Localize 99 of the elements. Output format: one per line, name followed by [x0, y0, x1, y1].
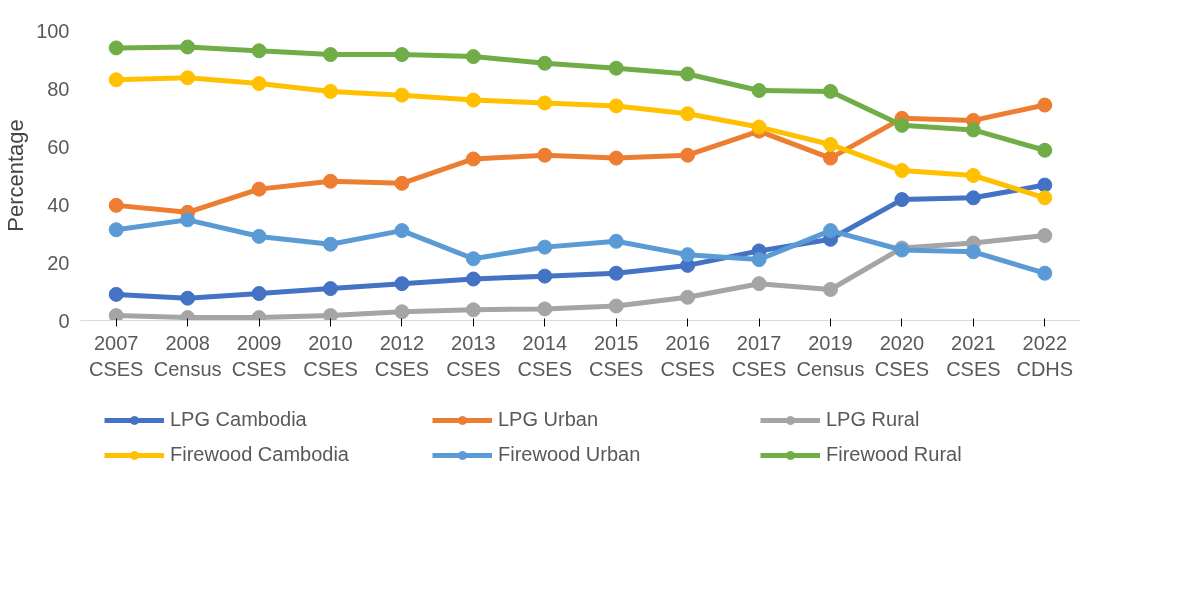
point — [608, 298, 624, 314]
point — [108, 286, 124, 302]
point — [608, 98, 624, 114]
point — [108, 222, 124, 238]
point — [1037, 228, 1053, 244]
y-axis-title: Percentage — [3, 119, 29, 232]
point — [251, 286, 267, 302]
point — [108, 308, 124, 321]
point — [465, 49, 481, 65]
x-tick-label: 2013 CSES — [446, 331, 501, 380]
x-tick-label: 2019 Census — [796, 331, 865, 380]
x-tick-label: 2007 CSES — [88, 331, 144, 380]
y-tick-label: 60 — [47, 135, 70, 158]
point — [680, 106, 696, 122]
x-tick-label: 2020 CSES — [874, 331, 930, 380]
legend-label: LPG Urban — [498, 408, 600, 431]
x-tick-label: 2010 CSES — [303, 331, 358, 380]
x-tick-label: 2009 CSES — [231, 331, 287, 380]
point — [1037, 97, 1053, 113]
point — [823, 281, 838, 297]
point — [323, 281, 338, 297]
x-tick-label: 2016 CSES — [660, 331, 715, 380]
x-tick-label: 2012 CSES — [374, 331, 430, 380]
point — [108, 72, 124, 88]
legend-label: LPG Cambodia — [170, 408, 308, 431]
point — [537, 147, 553, 163]
point — [323, 236, 338, 252]
point — [180, 70, 196, 86]
point — [1037, 177, 1053, 193]
point — [465, 251, 481, 267]
x-tick-label: 2022 CDHS — [1016, 331, 1074, 380]
point — [323, 173, 338, 189]
point — [965, 190, 981, 206]
point — [180, 39, 196, 55]
x-tick-label: 2014 CSES — [517, 331, 573, 380]
point — [251, 181, 267, 197]
y-tick-label: 20 — [47, 251, 70, 274]
point — [608, 233, 624, 249]
point — [394, 87, 410, 103]
y-tick-label: 0 — [58, 309, 70, 332]
point — [394, 47, 410, 63]
point — [823, 223, 838, 239]
legend-label: Firewood Urban — [498, 443, 642, 466]
point — [751, 119, 767, 135]
point — [251, 43, 267, 59]
point — [537, 239, 553, 255]
point — [108, 197, 124, 213]
point — [965, 244, 981, 260]
legend-label: Firewood Rural — [826, 443, 963, 466]
point — [465, 302, 481, 318]
x-tick-label: 2008 Census — [153, 331, 222, 380]
point — [751, 83, 767, 99]
point — [680, 289, 696, 305]
point — [965, 168, 981, 183]
point — [251, 228, 267, 244]
legend-label: Firewood Cambodia — [170, 443, 350, 466]
point — [894, 192, 910, 208]
legend-label: LPG Rural — [826, 408, 921, 431]
point — [394, 223, 410, 239]
point — [1037, 190, 1053, 206]
point — [608, 150, 624, 166]
point — [394, 276, 410, 292]
point — [823, 83, 838, 99]
point — [537, 268, 553, 284]
point — [1037, 265, 1053, 281]
point — [394, 175, 410, 191]
point — [180, 212, 196, 228]
point — [751, 252, 767, 268]
point — [894, 117, 910, 133]
point — [680, 147, 696, 163]
point — [537, 55, 553, 71]
point — [894, 163, 910, 179]
point — [251, 76, 267, 92]
x-tick-label: 2017 CSES — [731, 331, 787, 380]
point — [680, 247, 696, 263]
point — [1037, 142, 1053, 158]
point — [108, 40, 124, 56]
point — [680, 66, 696, 82]
point — [537, 301, 553, 317]
point — [465, 151, 481, 167]
point — [751, 276, 767, 292]
point — [180, 290, 196, 306]
point — [608, 265, 624, 281]
point — [323, 83, 338, 99]
point — [823, 136, 838, 152]
y-tick-label: 80 — [47, 77, 70, 100]
x-tick-label: 2021 CSES — [946, 331, 1001, 380]
point — [823, 150, 838, 166]
point — [608, 60, 624, 76]
point — [537, 95, 553, 111]
point — [465, 92, 481, 108]
y-tick-label: 40 — [47, 193, 70, 216]
point — [323, 47, 338, 63]
point — [965, 122, 981, 138]
x-tick-label: 2015 CSES — [588, 331, 644, 380]
point — [394, 304, 410, 320]
point — [323, 308, 338, 321]
point — [465, 271, 481, 287]
y-tick-label: 100 — [36, 19, 70, 42]
